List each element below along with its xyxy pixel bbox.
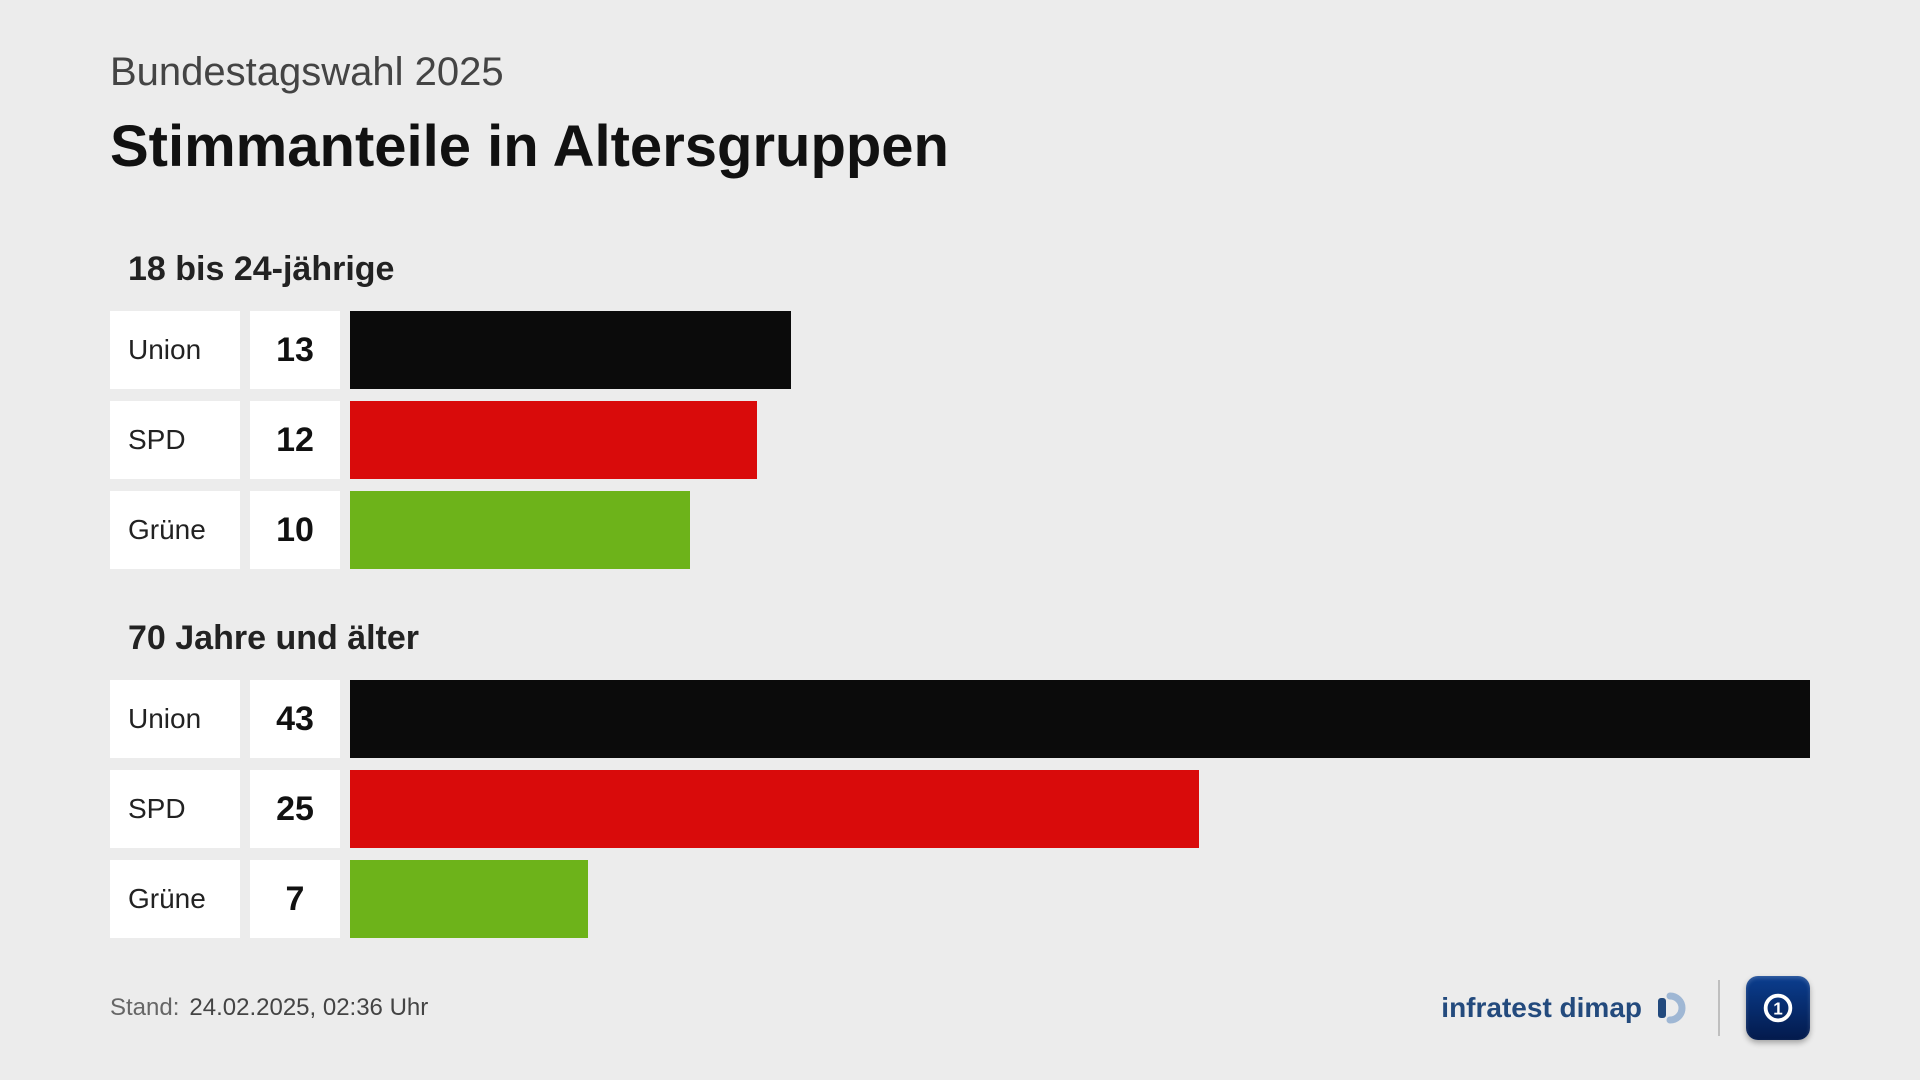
footer-divider <box>1718 980 1720 1036</box>
supertitle: Bundestagswahl 2025 <box>110 50 1810 95</box>
footer-brands: infratest dimap 1 <box>1441 976 1810 1040</box>
age-group-label: 18 bis 24-jährige <box>110 250 1810 289</box>
value-label: 25 <box>250 770 340 848</box>
chart-page: Bundestagswahl 2025 Stimmanteile in Alte… <box>0 0 1920 938</box>
age-group: 70 Jahre und älterUnion43SPD25Grüne7 <box>110 619 1810 938</box>
svg-text:1: 1 <box>1773 1000 1783 1019</box>
stand-label: Stand: <box>110 994 179 1022</box>
footer: Stand: 24.02.2025, 02:36 Uhr infratest d… <box>110 976 1810 1040</box>
value-label: 10 <box>250 491 340 569</box>
stand-value: 24.02.2025, 02:36 Uhr <box>189 994 428 1022</box>
bar-fill <box>350 491 690 569</box>
ard-badge-icon: 1 <box>1746 976 1810 1040</box>
age-group-label: 70 Jahre und älter <box>110 619 1810 658</box>
brand-text: infratest dimap <box>1441 992 1642 1024</box>
bar-track <box>350 680 1810 758</box>
brand-logo-icon <box>1652 988 1692 1028</box>
bar-track <box>350 770 1810 848</box>
bar-row: Union43 <box>110 680 1810 758</box>
bar-track <box>350 491 1810 569</box>
value-label: 12 <box>250 401 340 479</box>
bar-row: Grüne10 <box>110 491 1810 569</box>
bar-track <box>350 860 1810 938</box>
value-label: 43 <box>250 680 340 758</box>
bar-fill <box>350 401 757 479</box>
brand-infratest: infratest dimap <box>1441 988 1692 1028</box>
value-label: 13 <box>250 311 340 389</box>
party-label: SPD <box>110 770 240 848</box>
party-label: Grüne <box>110 860 240 938</box>
bar-row: Grüne7 <box>110 860 1810 938</box>
bar-track <box>350 311 1810 389</box>
party-label: Union <box>110 311 240 389</box>
bar-track <box>350 401 1810 479</box>
bar-row: SPD12 <box>110 401 1810 479</box>
party-label: SPD <box>110 401 240 479</box>
page-title: Stimmanteile in Altersgruppen <box>110 113 1810 180</box>
value-label: 7 <box>250 860 340 938</box>
bar-fill <box>350 680 1810 758</box>
bar-fill <box>350 311 791 389</box>
bar-row: Union13 <box>110 311 1810 389</box>
chart-area: 18 bis 24-jährigeUnion13SPD12Grüne1070 J… <box>110 250 1810 938</box>
age-group: 18 bis 24-jährigeUnion13SPD12Grüne10 <box>110 250 1810 569</box>
party-label: Union <box>110 680 240 758</box>
bar-fill <box>350 770 1199 848</box>
bar-fill <box>350 860 588 938</box>
party-label: Grüne <box>110 491 240 569</box>
footer-stand: Stand: 24.02.2025, 02:36 Uhr <box>110 994 428 1022</box>
bar-row: SPD25 <box>110 770 1810 848</box>
